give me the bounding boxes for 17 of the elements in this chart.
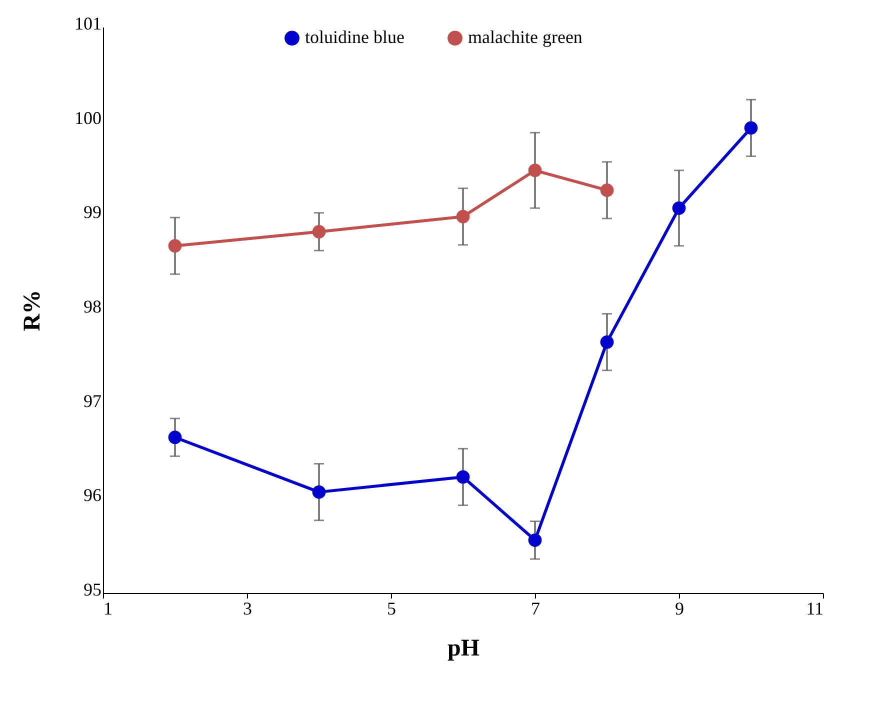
x-tick-label: 1	[104, 598, 112, 618]
x-tick-label: 5	[387, 598, 396, 618]
y-axis-title: R%	[20, 290, 46, 332]
y-tick-label: 101	[74, 14, 102, 34]
x-tick-label: 11	[806, 598, 824, 618]
x-axis-title: pH	[447, 636, 480, 662]
y-tick-label: 99	[84, 202, 102, 222]
legend-label: toluidine blue	[305, 27, 404, 48]
x-tick-label: 3	[243, 598, 252, 618]
x-tick-label: 7	[531, 598, 540, 618]
legend-label: malachite green	[468, 27, 582, 48]
y-tick-label: 96	[84, 485, 102, 506]
y-tick-label: 100	[74, 108, 102, 128]
x-tick-label: 9	[675, 598, 684, 618]
y-tick-label: 97	[84, 390, 102, 411]
y-tick-label: 95	[84, 580, 102, 600]
y-tick-label: 98	[84, 296, 102, 316]
